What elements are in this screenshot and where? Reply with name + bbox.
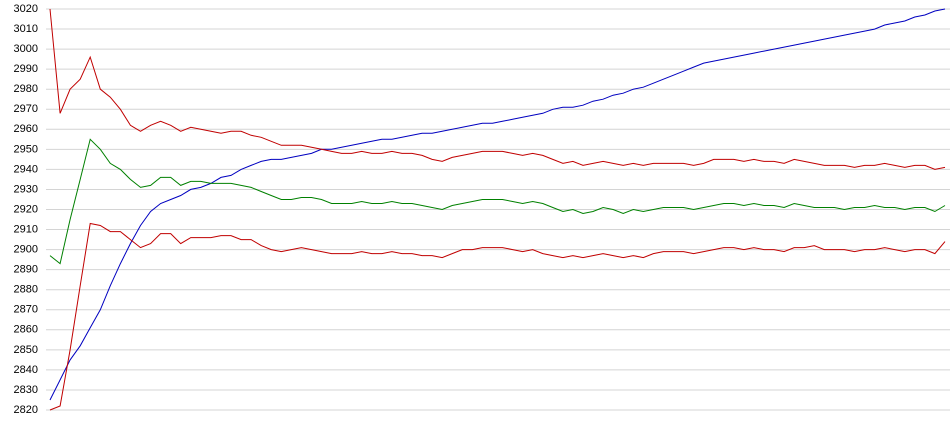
y-tick-label: 2850 xyxy=(14,344,38,356)
y-tick-label: 3010 xyxy=(14,23,38,35)
series-line xyxy=(49,138,946,265)
y-tick-label: 2930 xyxy=(14,183,38,195)
y-tick-label: 2860 xyxy=(14,324,38,336)
y-tick-label: 2900 xyxy=(14,244,38,256)
y-tick-label: 2980 xyxy=(14,83,38,95)
y-tick-label: 2920 xyxy=(14,203,38,215)
y-tick-label: 2950 xyxy=(14,143,38,155)
y-tick-label: 2910 xyxy=(14,223,38,235)
y-tick-label: 2960 xyxy=(14,123,38,135)
y-tick-label: 2840 xyxy=(14,364,38,376)
series-line xyxy=(49,8,946,170)
y-tick-label: 3000 xyxy=(14,43,38,55)
y-tick-label: 3020 xyxy=(14,3,38,15)
y-tick-label: 2970 xyxy=(14,103,38,115)
y-tick-label: 2890 xyxy=(14,264,38,276)
y-tick-label: 2990 xyxy=(14,63,38,75)
y-tick-label: 2870 xyxy=(14,304,38,316)
y-tick-label: 2940 xyxy=(14,163,38,175)
series-line xyxy=(49,8,946,401)
y-tick-label: 2880 xyxy=(14,284,38,296)
series-line xyxy=(49,222,946,411)
y-tick-label: 2830 xyxy=(14,384,38,396)
y-tick-label: 2820 xyxy=(14,404,38,416)
